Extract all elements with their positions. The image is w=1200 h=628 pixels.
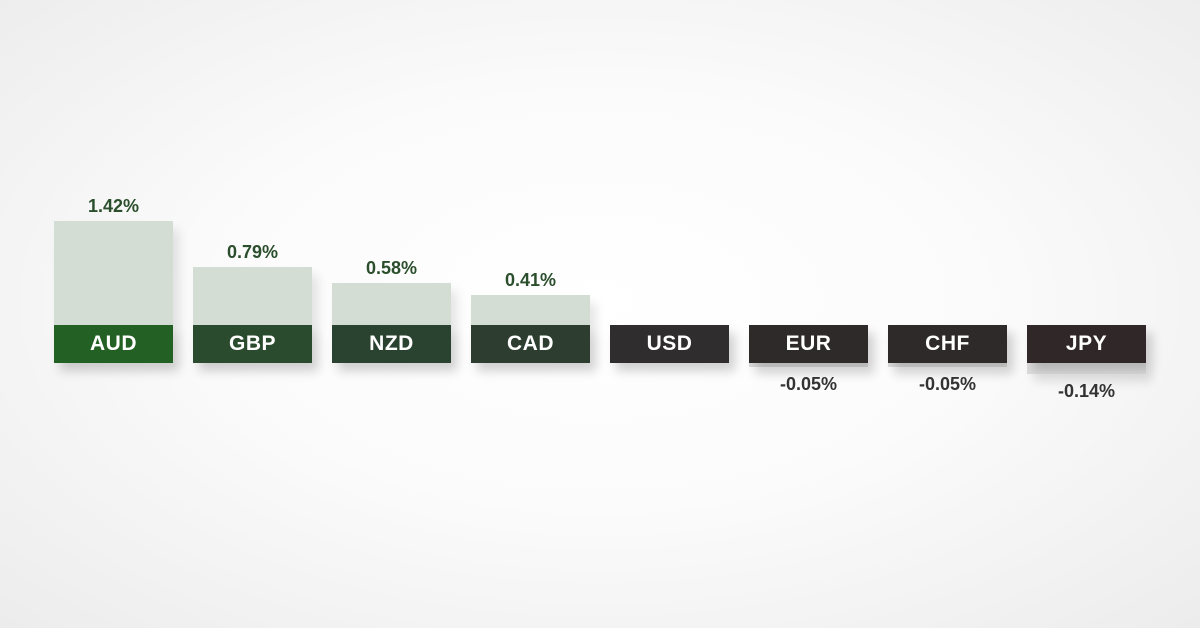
- category-label-usd: USD: [610, 325, 729, 363]
- column-usd: USD: [610, 0, 729, 628]
- value-label-nzd: 0.58%: [365, 257, 418, 278]
- bar-cad: [471, 294, 590, 325]
- bar-jpy: [1027, 363, 1146, 375]
- value-label-jpy: -0.14%: [1057, 381, 1116, 402]
- value-label-chf: -0.05%: [918, 374, 977, 394]
- category-label-chf: CHF: [888, 325, 1007, 363]
- bar-aud: [54, 221, 173, 325]
- category-label-aud: AUD: [54, 325, 173, 363]
- category-label-gbp: GBP: [193, 325, 312, 363]
- bar-chf: [888, 363, 1007, 367]
- bar-eur: [749, 363, 868, 367]
- column-eur: EUR -0.05%: [749, 0, 868, 628]
- value-label-aud: 1.42%: [87, 196, 140, 217]
- column-aud: AUD 1.42%: [54, 0, 173, 628]
- category-label-cad: CAD: [471, 325, 590, 363]
- category-label-jpy: JPY: [1027, 325, 1146, 363]
- column-jpy: JPY -0.14%: [1027, 0, 1146, 628]
- column-gbp: GBP 0.79%: [193, 0, 312, 628]
- bar-gbp: [193, 267, 312, 325]
- category-label-eur: EUR: [749, 325, 868, 363]
- value-label-eur: -0.05%: [779, 374, 838, 394]
- value-label-gbp: 0.79%: [226, 242, 279, 263]
- category-label-nzd: NZD: [332, 325, 451, 363]
- column-nzd: NZD 0.58%: [332, 0, 451, 628]
- column-cad: CAD 0.41%: [471, 0, 590, 628]
- bar-nzd: [332, 282, 451, 325]
- column-chf: CHF -0.05%: [888, 0, 1007, 628]
- value-label-cad: 0.41%: [504, 269, 557, 290]
